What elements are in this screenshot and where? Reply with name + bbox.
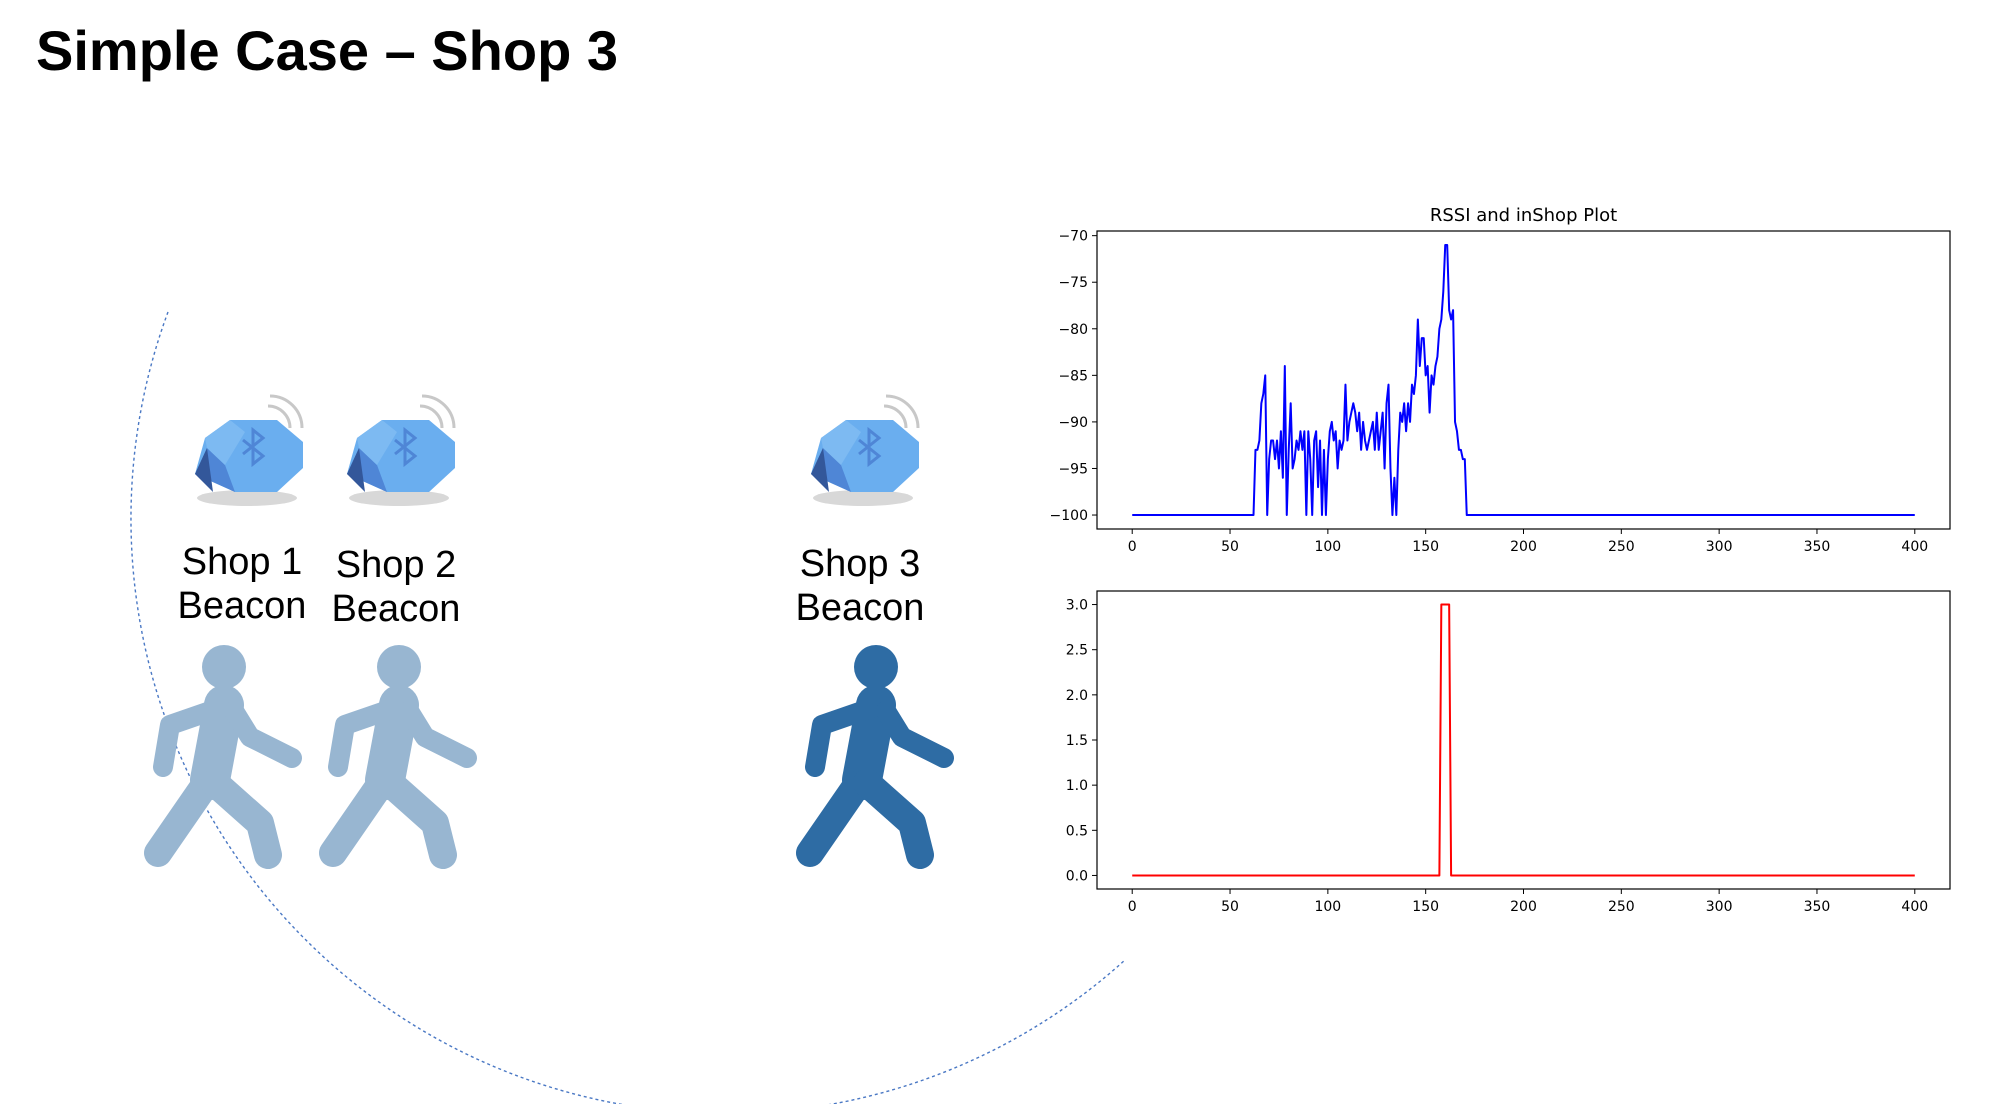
signal-waves-icon	[419, 394, 456, 429]
shop-2-beacon-word: Beacon	[331, 588, 461, 630]
x-tick-label: 250	[1608, 539, 1635, 555]
person-walking-icon-inactive-2	[315, 645, 485, 875]
y-tick-label: 3.0	[1066, 598, 1088, 614]
bluetooth-icon	[858, 426, 882, 468]
y-tick-label: −85	[1058, 368, 1088, 384]
y-tick-label: 2.5	[1066, 643, 1088, 659]
shop-1-beacon-icon	[185, 390, 315, 510]
chart-title: RSSI and inShop Plot	[1430, 205, 1617, 226]
shop-3-name: Shop 3	[799, 543, 921, 585]
y-tick-label: −100	[1050, 508, 1088, 524]
shop-2-name: Shop 2	[335, 544, 457, 586]
rssi-inshop-charts: RSSI and inShop Plot 0 50 100 150 200 250 300 35…	[1040, 196, 2000, 936]
plot-frame	[1096, 230, 1951, 530]
x-tick-label: 200	[1510, 539, 1537, 555]
series-line-0	[1132, 243, 1915, 517]
x-tick-label: 400	[1901, 899, 1928, 915]
person-walking-icon-active	[792, 645, 962, 875]
series-line-0	[1132, 603, 1915, 877]
x-tick-label: 150	[1412, 899, 1439, 915]
x-tick-label: 100	[1314, 539, 1341, 555]
beacon-range-arc	[130, 311, 1126, 1104]
x-tick-label: 50	[1221, 899, 1239, 915]
x-tick-label: 150	[1412, 539, 1439, 555]
y-tick-label: −75	[1058, 275, 1088, 291]
x-tick-label: 350	[1804, 899, 1831, 915]
inshop-step-chart: 0 50 100 150 200 250 300 350 400 0.0 0.5 1.0 1.5 2.0 2…	[1066, 590, 1951, 915]
x-tick-label: 200	[1510, 899, 1537, 915]
y-tick-label: −70	[1058, 229, 1088, 245]
shop-3-beacon-icon	[801, 390, 931, 510]
slide-title: Simple Case – Shop 3	[36, 19, 618, 82]
y-tick-label: 1.5	[1066, 733, 1088, 749]
y-tick-label: 1.0	[1066, 778, 1088, 794]
y-tick-label: 0.0	[1066, 868, 1088, 884]
bluetooth-icon	[242, 426, 266, 468]
x-tick-label: 0	[1128, 539, 1137, 555]
y-tick-label: 2.0	[1066, 688, 1088, 704]
shop-2-beacon-label: Shop 2 Beacon	[296, 543, 496, 631]
shop-1-beacon-label: Shop 1 Beacon	[142, 540, 342, 628]
x-tick-label: 400	[1901, 539, 1928, 555]
signal-waves-icon	[883, 394, 920, 429]
shop-2-beacon-icon	[337, 390, 467, 510]
x-tick-label: 300	[1706, 539, 1733, 555]
x-tick-label: 0	[1128, 899, 1137, 915]
plot-frame	[1096, 590, 1951, 890]
shop-1-beacon-word: Beacon	[177, 585, 307, 627]
x-tick-label: 250	[1608, 899, 1635, 915]
x-tick-label: 350	[1804, 539, 1831, 555]
person-walking-icon-inactive-1	[140, 645, 310, 875]
y-tick-label: −80	[1058, 322, 1088, 338]
x-tick-label: 50	[1221, 539, 1239, 555]
bluetooth-icon	[394, 426, 418, 468]
signal-waves-icon	[267, 394, 304, 429]
shop-3-beacon-word: Beacon	[795, 587, 925, 629]
y-tick-label: −95	[1058, 461, 1088, 477]
y-tick-label: 0.5	[1066, 823, 1088, 839]
x-tick-label: 100	[1314, 899, 1341, 915]
x-tick-label: 300	[1706, 899, 1733, 915]
y-tick-label: −90	[1058, 415, 1088, 431]
shop-1-name: Shop 1	[181, 541, 303, 583]
rssi-line-chart: RSSI and inShop Plot 0 50 100 150 200 250 300 35…	[1050, 205, 1951, 555]
shop-3-beacon-label: Shop 3 Beacon	[760, 542, 960, 630]
